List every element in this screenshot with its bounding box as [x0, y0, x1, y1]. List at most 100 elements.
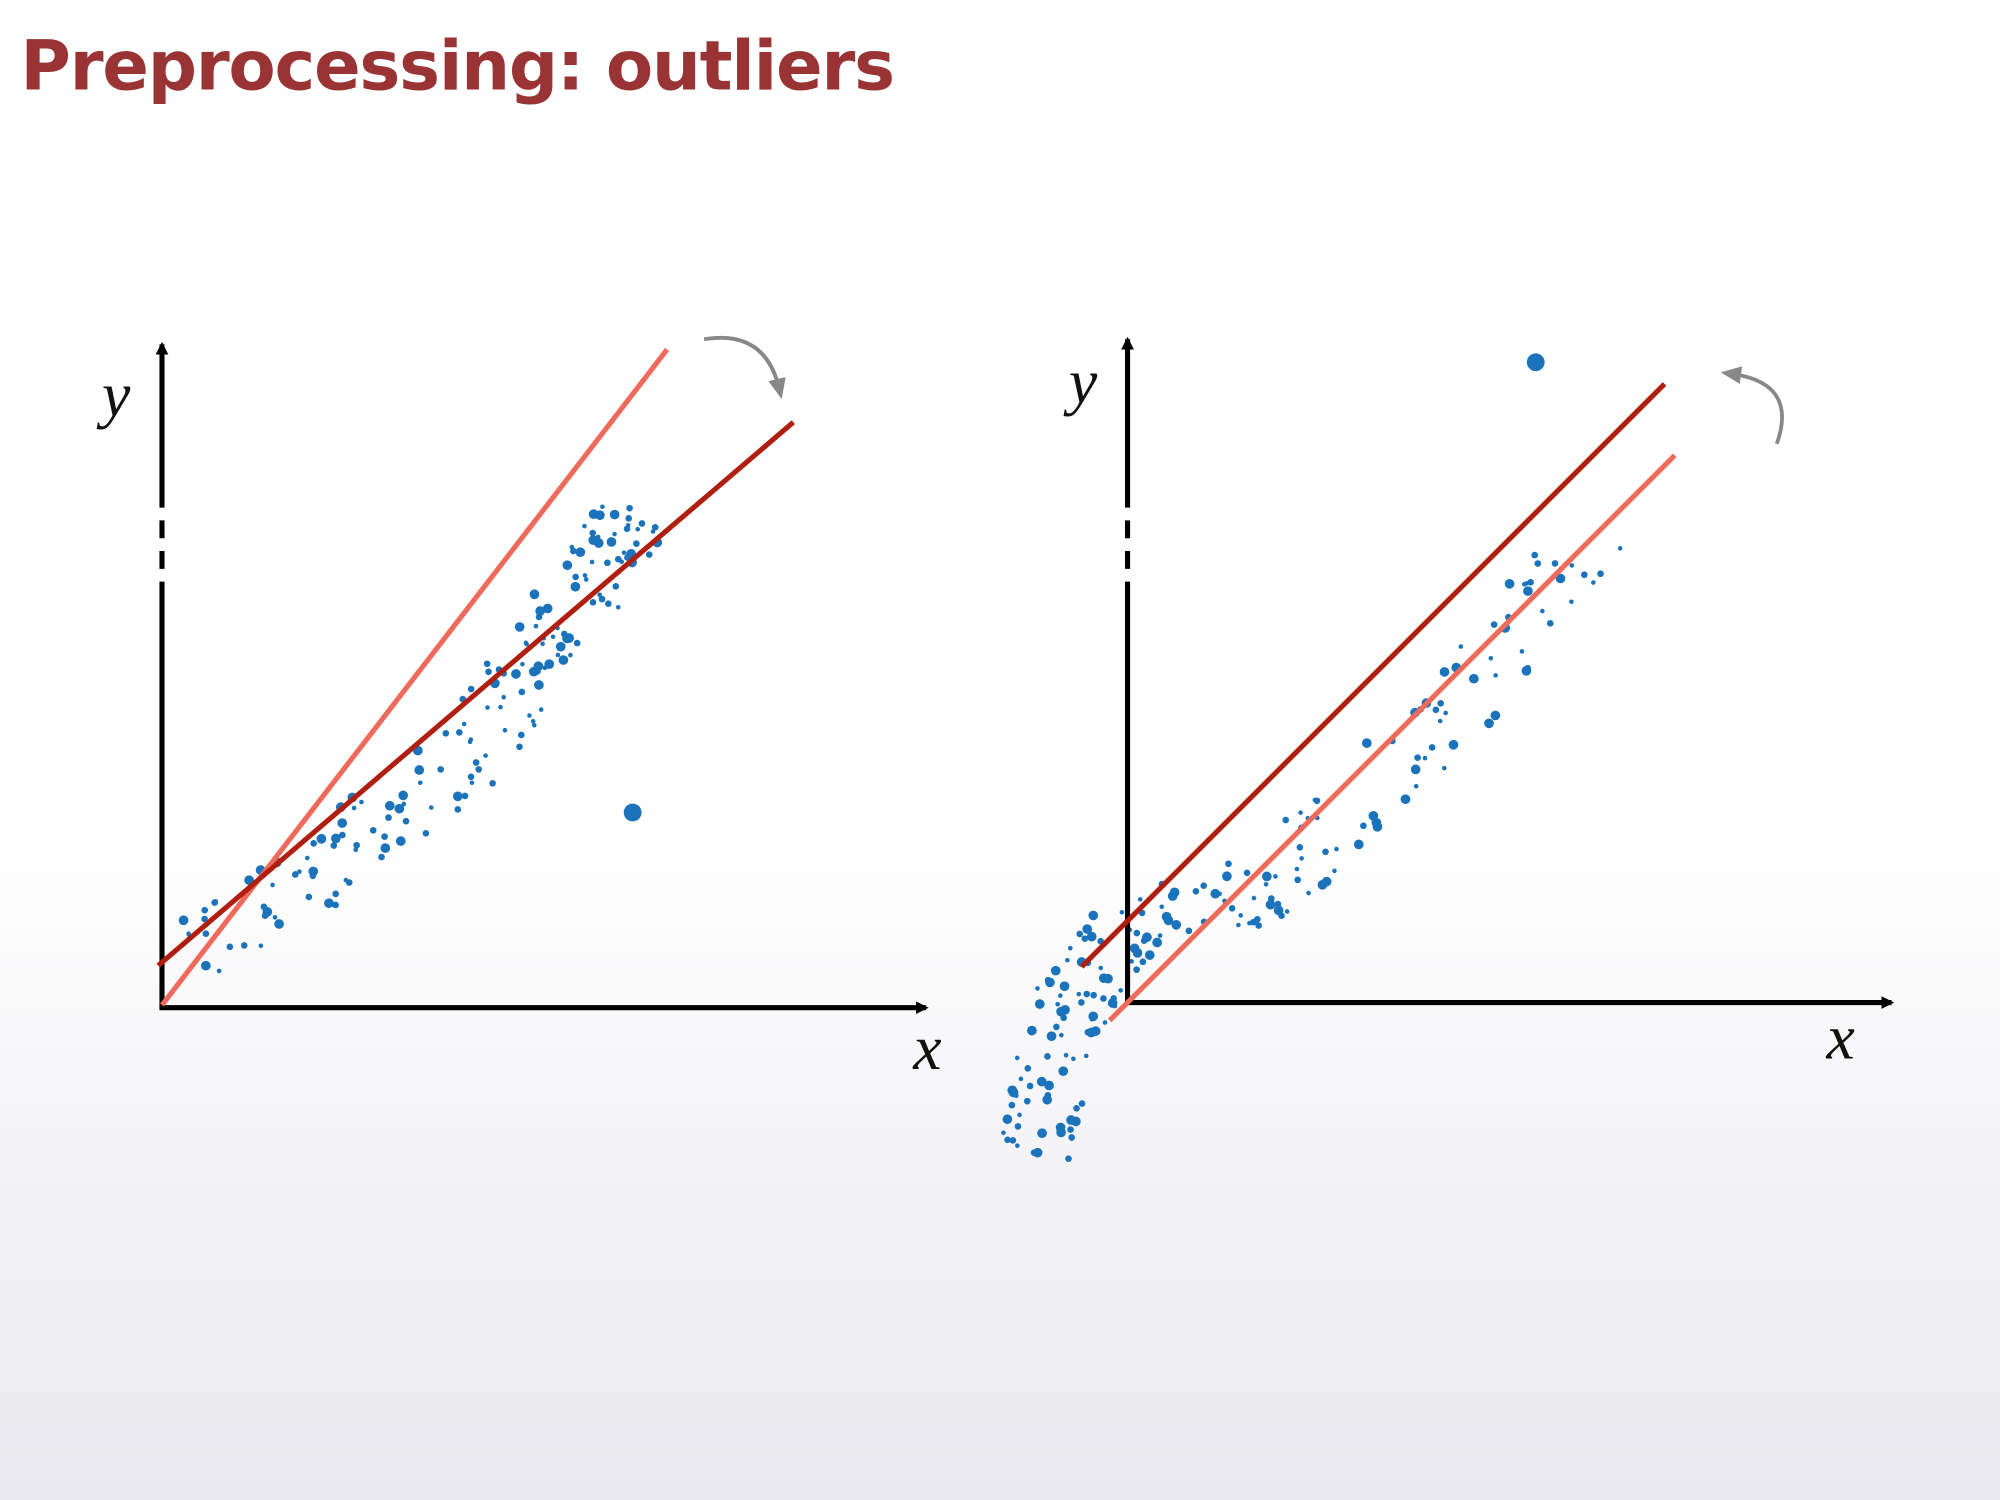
dot — [1086, 931, 1097, 942]
dot — [1422, 755, 1428, 761]
dot — [1132, 948, 1143, 958]
dot — [1059, 1032, 1064, 1038]
dot — [1001, 1130, 1006, 1136]
dot — [1159, 904, 1165, 910]
dot — [530, 719, 536, 724]
dot — [1042, 1094, 1053, 1105]
dot — [1083, 990, 1091, 998]
dot — [1076, 991, 1082, 997]
dot — [1065, 1155, 1072, 1162]
dot — [516, 743, 523, 751]
dot — [1490, 710, 1501, 721]
dot — [529, 589, 540, 600]
dot — [1071, 1116, 1081, 1127]
dot — [1171, 920, 1182, 930]
dot — [1037, 1128, 1047, 1139]
dot — [345, 879, 353, 886]
dot — [213, 899, 218, 904]
dot — [1142, 932, 1152, 943]
dot — [489, 779, 496, 787]
dot — [645, 551, 653, 558]
dot — [1081, 935, 1089, 942]
left-diagram: y x — [96, 335, 942, 1083]
dot — [1119, 909, 1125, 915]
dot — [1100, 995, 1107, 1002]
x-label: x — [912, 1012, 941, 1083]
dot — [1044, 1053, 1051, 1060]
dot — [483, 660, 491, 668]
dot — [612, 531, 617, 537]
dot — [1284, 909, 1290, 914]
dot — [1524, 664, 1531, 672]
dot — [1023, 1097, 1031, 1105]
dot — [1222, 871, 1232, 882]
dot — [339, 831, 346, 839]
dot — [468, 737, 474, 742]
dot — [1294, 866, 1300, 872]
dot — [1152, 937, 1162, 948]
dot — [308, 866, 319, 877]
dot — [550, 634, 556, 640]
dot — [501, 694, 506, 700]
dot — [1322, 848, 1329, 856]
dot — [1088, 910, 1099, 921]
dot — [1580, 571, 1588, 579]
dot — [1278, 912, 1285, 920]
dot — [384, 800, 395, 811]
dot — [1484, 718, 1494, 729]
dot — [498, 704, 503, 710]
dot — [1102, 1020, 1108, 1025]
dot — [1185, 927, 1193, 935]
dot — [650, 529, 656, 534]
dot — [600, 504, 605, 510]
dot — [226, 943, 234, 951]
dot — [582, 523, 587, 529]
dot — [1448, 739, 1459, 750]
dot — [310, 840, 317, 847]
dot — [633, 540, 640, 547]
dot — [1306, 890, 1311, 896]
dot — [538, 707, 544, 712]
dot — [1014, 1123, 1022, 1130]
dot — [1458, 644, 1464, 649]
dot — [1400, 794, 1411, 805]
dot — [1161, 911, 1172, 922]
dot — [1439, 667, 1450, 677]
dot — [475, 766, 483, 773]
dot — [1068, 1134, 1076, 1141]
dot — [467, 773, 475, 781]
dot — [1243, 869, 1251, 877]
dot — [485, 668, 492, 676]
dot — [380, 843, 391, 853]
dot — [324, 898, 334, 909]
dot — [1014, 1093, 1019, 1099]
dot — [1169, 887, 1180, 898]
dot — [369, 827, 377, 834]
dot — [353, 847, 359, 853]
dot — [1098, 965, 1104, 971]
dot — [1133, 966, 1140, 973]
dot — [1334, 846, 1339, 852]
dot — [1540, 608, 1545, 614]
dot — [564, 633, 574, 643]
dot — [1493, 673, 1498, 678]
dot — [1523, 586, 1533, 596]
dot — [1137, 897, 1143, 902]
dot — [589, 598, 597, 606]
dot — [606, 537, 617, 547]
dot — [1569, 563, 1575, 568]
dot — [398, 790, 409, 801]
dot — [568, 652, 573, 658]
dot — [1083, 1053, 1089, 1059]
dot — [1059, 981, 1070, 992]
dot — [589, 529, 597, 537]
dot — [1555, 573, 1566, 584]
outlier — [1526, 353, 1545, 372]
dot — [532, 722, 537, 728]
dot — [1360, 822, 1367, 830]
dot — [511, 669, 521, 679]
dot — [201, 915, 208, 923]
dot — [562, 560, 573, 571]
dot — [359, 799, 364, 805]
dot — [540, 641, 545, 647]
